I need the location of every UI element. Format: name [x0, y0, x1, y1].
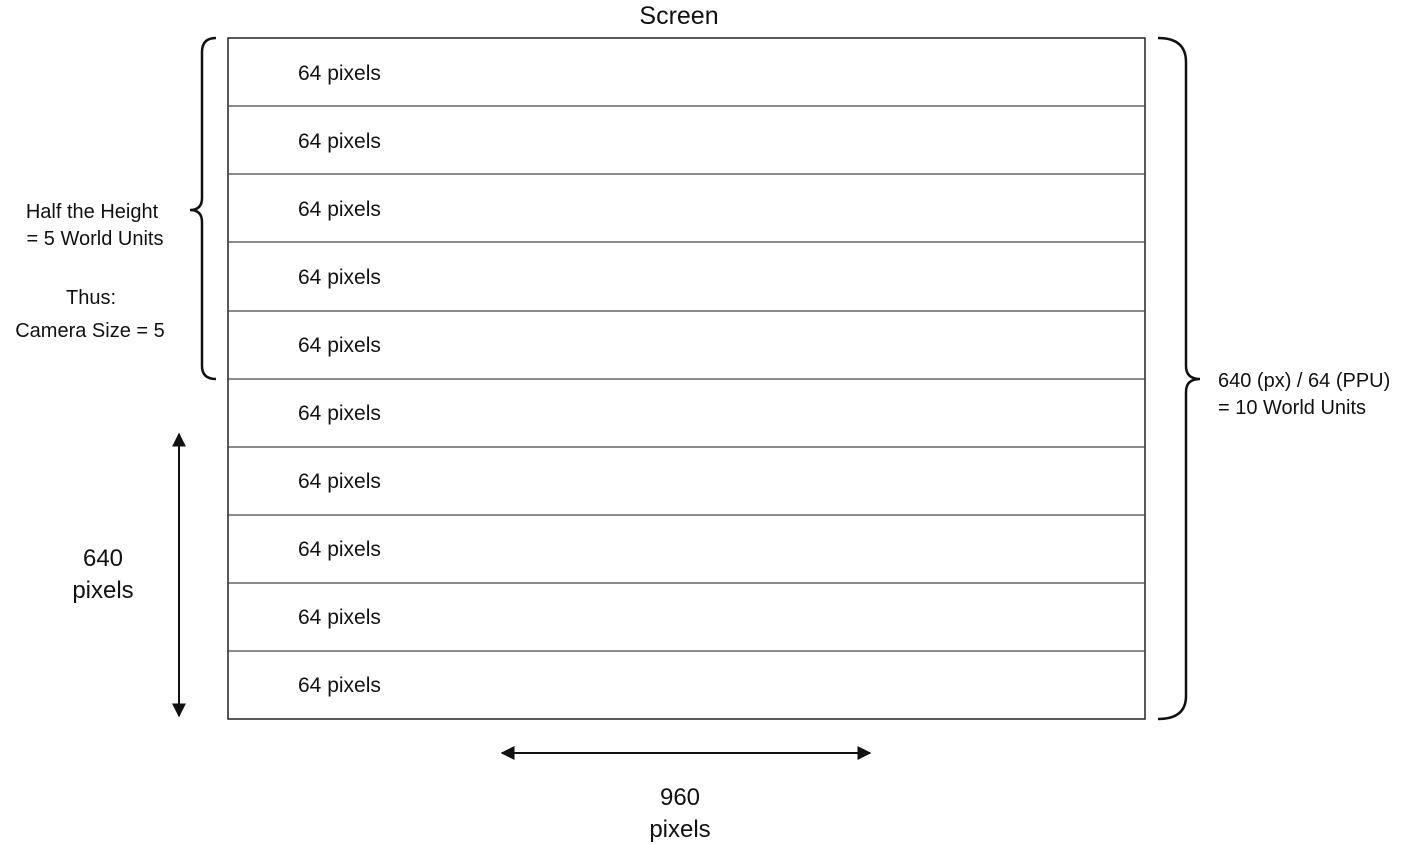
left-curly-brace	[189, 36, 217, 381]
width-label-value: 960	[660, 784, 700, 811]
screen-title: Screen	[639, 2, 718, 30]
right-brace-line2: = 10 World Units	[1218, 397, 1366, 419]
row-label: 64 pixels	[298, 334, 381, 357]
row-label: 64 pixels	[298, 606, 381, 629]
pixel-rows: 64 pixels 64 pixels 64 pixels 64 pixels …	[228, 62, 1145, 697]
height-label-unit: pixels	[72, 577, 133, 604]
right-brace-line1: 640 (px) / 64 (PPU)	[1218, 370, 1390, 392]
left-brace-annotation: Half the Height = 5 World Units Thus: Ca…	[15, 201, 165, 342]
left-brace-line4: Camera Size = 5	[15, 320, 165, 342]
row-label: 64 pixels	[298, 402, 381, 425]
right-brace-annotation: 640 (px) / 64 (PPU) = 10 World Units	[1218, 370, 1390, 419]
row-label: 64 pixels	[298, 130, 381, 153]
left-brace-line1: Half the Height	[26, 201, 159, 223]
left-brace-line2: = 5 World Units	[27, 228, 164, 250]
width-label-unit: pixels	[649, 816, 710, 843]
right-curly-brace	[1157, 36, 1201, 721]
left-brace-line3: Thus:	[66, 287, 116, 309]
row-label: 64 pixels	[298, 674, 381, 697]
row-label: 64 pixels	[298, 470, 381, 493]
row-label: 64 pixels	[298, 266, 381, 289]
row-label: 64 pixels	[298, 62, 381, 85]
height-label-value: 640	[83, 545, 123, 572]
row-label: 64 pixels	[298, 538, 381, 561]
row-label: 64 pixels	[298, 198, 381, 221]
